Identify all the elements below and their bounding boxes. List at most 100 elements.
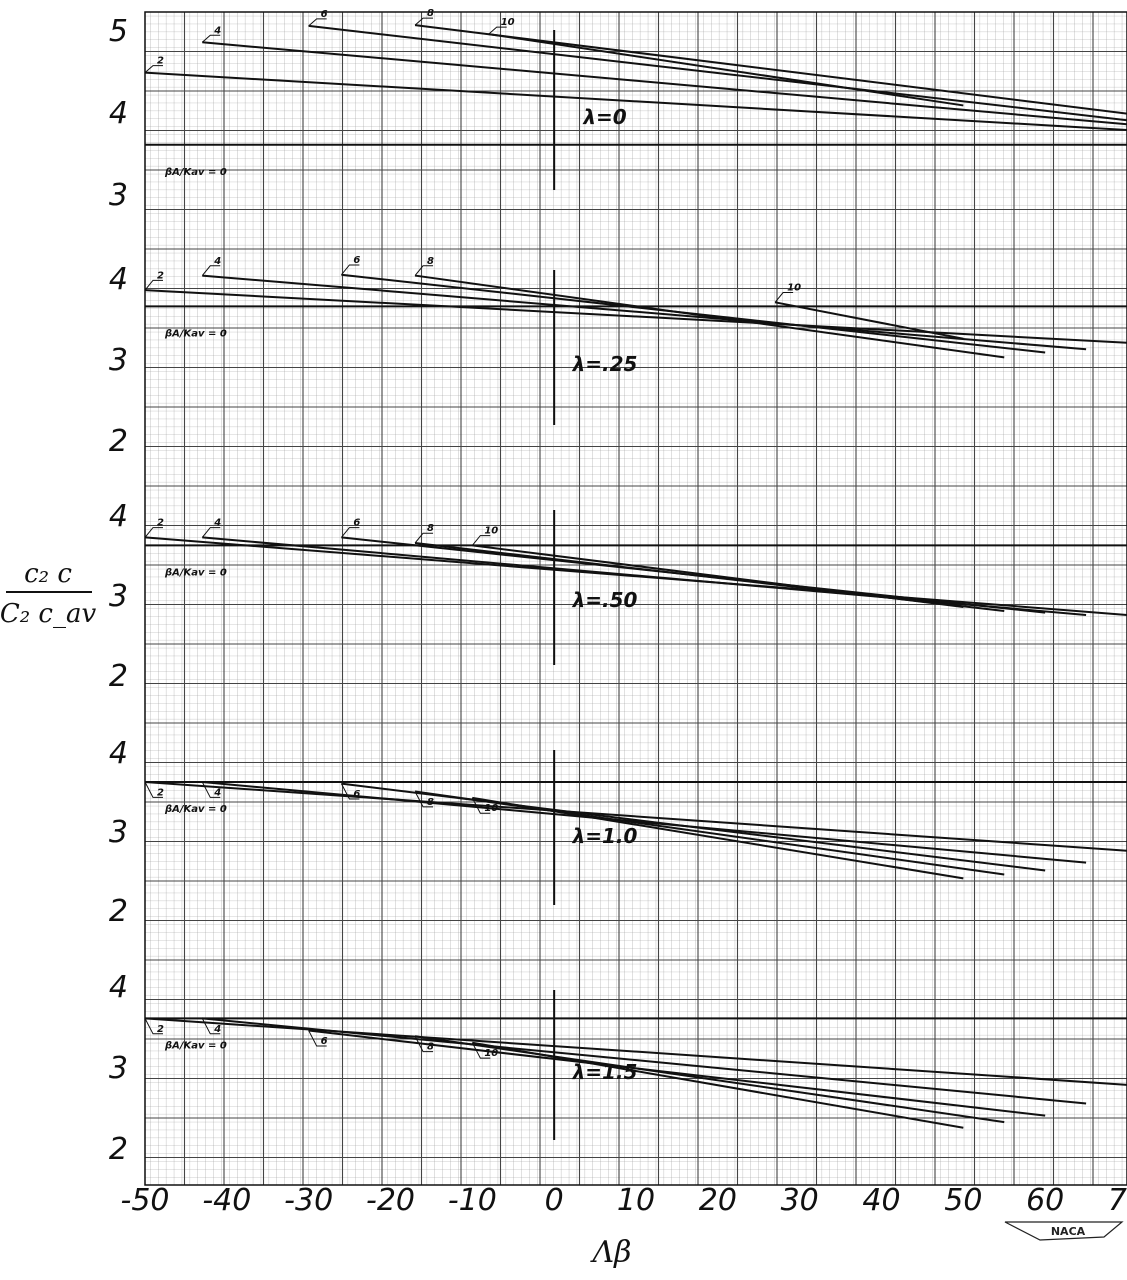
fine-grid [145, 12, 1127, 1185]
series-leader [144, 65, 163, 74]
series-leader [144, 527, 163, 538]
series-label-8: 8 [427, 256, 434, 267]
y-tick-label: 4 [109, 499, 128, 534]
series-label-2: 2 [157, 1024, 164, 1035]
series-label-4: 4 [213, 1024, 221, 1035]
series-label-6: 6 [353, 255, 360, 266]
baseline-label: βA/Kav = 0 [164, 167, 227, 178]
series-leader [144, 279, 163, 291]
series-label-4: 4 [213, 787, 221, 798]
series-leader [201, 265, 221, 276]
x-tick-label: 30 [781, 1183, 819, 1218]
series-leader [341, 527, 360, 538]
series-label-2: 2 [157, 270, 164, 281]
series-label-4: 4 [213, 25, 221, 36]
x-tick-label: -10 [448, 1183, 497, 1218]
major-grid [144, 11, 1127, 1185]
series-line-4 [202, 41, 1127, 126]
y-tick-label: 4 [109, 970, 128, 1005]
series-leader [308, 18, 327, 27]
series-leader [341, 264, 360, 276]
baseline-label: βA/Kav = 0 [164, 567, 227, 578]
y-tick-label: 2 [109, 894, 128, 929]
y-tick-label: 4 [109, 262, 128, 297]
series-line-8 [414, 24, 1127, 115]
x-tick-label: -30 [284, 1183, 333, 1218]
series-leader [774, 292, 794, 303]
series-label-10: 10 [787, 283, 801, 294]
series-leader [201, 781, 221, 798]
series-line-2 [144, 289, 1127, 344]
series-line-10 [774, 301, 964, 340]
series-label-6: 6 [321, 9, 328, 20]
panel-lambda-label: λ=1.0 [572, 824, 638, 848]
series-label-10: 10 [484, 1048, 498, 1059]
panel-1: 3 4 5 βA/Kav = 0 2 4 6 8 10 λ=0 [109, 8, 1127, 213]
series-line-4 [202, 781, 1087, 864]
series-line-2 [144, 71, 1127, 132]
naca-logo: NACA [1004, 1221, 1124, 1241]
series-line-10 [472, 796, 964, 880]
y-tick-label: 2 [109, 1132, 128, 1167]
series-label-8: 8 [427, 523, 434, 534]
series-leader [471, 1042, 491, 1059]
series-label-10: 10 [501, 17, 515, 28]
series-label-10: 10 [484, 803, 498, 814]
series-leader [144, 1018, 163, 1035]
series-label-2: 2 [157, 518, 164, 529]
y-tick-label: 3 [109, 579, 128, 614]
baseline-label: βA/Kav = 0 [164, 328, 227, 339]
series-leader [414, 17, 434, 26]
y-axis-label-numerator: c₂ c [24, 559, 72, 589]
naca-logo-text: NACA [1051, 1225, 1086, 1238]
y-tick-label: 3 [109, 178, 128, 213]
series-label-4: 4 [213, 518, 221, 529]
series-line-2 [144, 781, 1127, 852]
series-line-6 [308, 1029, 1046, 1117]
series-leader [144, 781, 163, 798]
x-tick-label: 70 [1108, 1183, 1127, 1218]
series-line-10 [472, 1041, 964, 1129]
panel-lambda-label: λ=1.5 [572, 1060, 638, 1084]
naca-wing-icon [1004, 1221, 1124, 1241]
y-tick-label: 3 [109, 815, 128, 850]
series-label-8: 8 [427, 797, 434, 808]
y-tick-label: 3 [109, 343, 128, 378]
panel-3: 2 3 4 βA/Kav = 0 2 4 6 8 10 λ=.50 [109, 499, 1127, 694]
panel-2: 2 3 4 βA/Kav = 0 2 4 6 8 10 λ=.25 [109, 255, 1127, 459]
series-leader [201, 527, 221, 538]
x-tick-label: 0 [545, 1183, 564, 1218]
series-label-6: 6 [353, 518, 360, 529]
series-label-10: 10 [484, 526, 498, 537]
series-line-4 [202, 1017, 1087, 1105]
x-tick-label: -20 [366, 1183, 415, 1218]
panel-lambda-label: λ=.50 [572, 588, 638, 612]
panel-lambda-label: λ=.25 [572, 352, 638, 376]
axis-labels: c₂ c C₂ c_av Λβ NACA [0, 559, 1124, 1270]
panel-lambda-label: λ=0 [582, 105, 626, 129]
y-axis-label-denominator: C₂ c_av [0, 599, 96, 629]
x-tick-label: 50 [944, 1183, 982, 1218]
baseline-label: βA/Kav = 0 [164, 1040, 227, 1051]
baseline-label: βA/Kav = 0 [164, 804, 227, 815]
series-leader [471, 535, 491, 546]
y-tick-label: 5 [109, 14, 128, 49]
series-label-4: 4 [213, 256, 221, 267]
grid [144, 11, 1127, 1186]
series-line-4 [202, 274, 1087, 351]
y-tick-label: 2 [109, 659, 128, 694]
series-line-8 [414, 274, 1005, 359]
series-leader [414, 532, 434, 544]
x-tick-label: 40 [862, 1183, 900, 1218]
series-leader [414, 1035, 434, 1053]
plot-frame [144, 11, 1127, 1186]
y-tick-label: 2 [109, 424, 128, 459]
series-label-2: 2 [157, 787, 164, 798]
series-label-6: 6 [321, 1036, 328, 1047]
series-leader [308, 1030, 327, 1047]
series-leader [201, 34, 221, 43]
